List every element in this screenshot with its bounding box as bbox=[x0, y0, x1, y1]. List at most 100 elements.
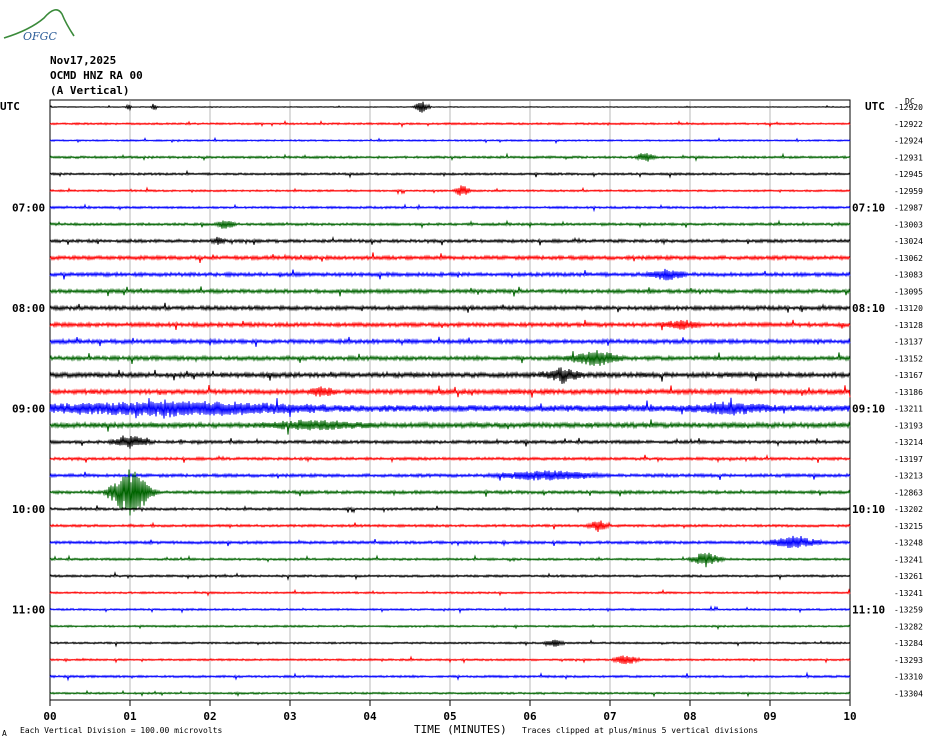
trace-line bbox=[49, 350, 851, 366]
trace-line bbox=[49, 671, 851, 682]
dc-offset-label: -12924 bbox=[894, 137, 923, 146]
trace-line bbox=[49, 520, 851, 532]
scale-note: Each Vertical Division = 100.00 microvol… bbox=[20, 726, 222, 735]
trace-line bbox=[49, 203, 851, 213]
corner-mark: A bbox=[2, 729, 7, 738]
logo-text: OFGC bbox=[23, 30, 57, 43]
dc-offset-label: -13167 bbox=[894, 371, 923, 380]
dc-offset-label: -13213 bbox=[894, 472, 923, 481]
left-hour-label: 09:00 bbox=[12, 403, 45, 416]
dc-offset-label: -13062 bbox=[894, 254, 923, 263]
dc-offset-label: -13152 bbox=[894, 354, 923, 363]
dc-offset-label: -13202 bbox=[894, 505, 923, 514]
trace-line bbox=[49, 286, 851, 297]
trace-line bbox=[49, 505, 851, 514]
trace-line bbox=[49, 454, 851, 464]
trace-line bbox=[49, 535, 851, 548]
dc-offset-label: -13284 bbox=[894, 639, 923, 648]
trace-line bbox=[49, 689, 851, 698]
dc-offset-label: -13003 bbox=[894, 220, 923, 229]
left-hour-label: 07:00 bbox=[12, 202, 45, 215]
left-hour-label: 10:00 bbox=[12, 503, 45, 516]
dc-offset-label: -13193 bbox=[894, 421, 923, 430]
x-axis-label: TIME (MINUTES) bbox=[414, 723, 507, 736]
logo-swoosh-icon bbox=[3, 9, 75, 39]
chart-date: Nov17,2025 bbox=[50, 54, 116, 67]
right-hour-label: 10:10 bbox=[852, 503, 885, 516]
x-axis-ticks: 00 01 02 03 04 05 06 07 08 09 10 bbox=[43, 700, 857, 723]
x-tick-label: 04 bbox=[363, 710, 377, 723]
x-tick-label: 02 bbox=[203, 710, 216, 723]
x-tick-label: 07 bbox=[603, 710, 616, 723]
dc-offset-label: -13024 bbox=[894, 237, 923, 246]
trace-line bbox=[49, 152, 851, 162]
trace-line bbox=[49, 120, 851, 128]
seismic-traces bbox=[49, 101, 851, 698]
right-hour-label: 07:10 bbox=[852, 202, 885, 215]
dc-offset-label: -13186 bbox=[894, 388, 923, 397]
left-timezone: UTC bbox=[0, 100, 20, 113]
dc-offset-label: -12922 bbox=[894, 120, 923, 129]
trace-line bbox=[49, 219, 851, 230]
dc-offset-label: -12959 bbox=[894, 187, 923, 196]
trace-line bbox=[49, 169, 851, 179]
dc-offset-label: -13241 bbox=[894, 589, 923, 598]
left-hour-labels: 07:00 08:00 09:00 10:00 11:00 bbox=[12, 202, 45, 617]
dc-offset-label: -13128 bbox=[894, 321, 923, 330]
trace-line bbox=[49, 185, 851, 196]
x-tick-label: 10 bbox=[843, 710, 856, 723]
dc-offset-label: -13095 bbox=[894, 287, 923, 296]
dc-offset-label: -13259 bbox=[894, 606, 923, 615]
right-hour-label: 09:10 bbox=[852, 403, 885, 416]
x-tick-label: 00 bbox=[43, 710, 56, 723]
dc-column-label: DC bbox=[905, 97, 915, 106]
trace-line bbox=[49, 367, 851, 384]
logo: OFGC bbox=[3, 9, 75, 43]
right-hour-labels: 07:10 08:10 09:10 10:10 11:10 bbox=[852, 202, 885, 617]
right-hour-label: 08:10 bbox=[852, 302, 885, 315]
dc-offset-label: -13248 bbox=[894, 539, 923, 548]
dc-offset-label: -12931 bbox=[894, 153, 923, 162]
trace-line bbox=[49, 235, 851, 246]
trace-line bbox=[49, 319, 851, 331]
trace-line bbox=[49, 470, 851, 481]
trace-line bbox=[49, 639, 851, 648]
station-name: OCMD HNZ RA 00 bbox=[50, 69, 143, 82]
x-tick-label: 08 bbox=[683, 710, 696, 723]
dc-offset-label: -12863 bbox=[894, 488, 923, 497]
dc-offset-label: -13120 bbox=[894, 304, 923, 313]
x-tick-label: 01 bbox=[123, 710, 137, 723]
x-tick-label: 06 bbox=[523, 710, 537, 723]
right-timezone: UTC bbox=[865, 100, 885, 113]
dc-offset-label: -13083 bbox=[894, 271, 923, 280]
trace-line bbox=[49, 397, 851, 419]
trace-line bbox=[49, 435, 851, 449]
trace-line bbox=[49, 623, 851, 631]
trace-line bbox=[49, 336, 851, 347]
dc-offset-label: -13304 bbox=[894, 689, 923, 698]
dc-offset-label: -12920 bbox=[894, 103, 923, 112]
x-tick-label: 03 bbox=[283, 710, 296, 723]
dc-offset-labels: -12920 -12922 -12924 -12931 -12945 -12959 -129… bbox=[894, 103, 923, 698]
trace-line bbox=[49, 552, 851, 568]
trace-line bbox=[49, 302, 851, 313]
trace-line bbox=[49, 101, 851, 113]
dc-offset-label: -13241 bbox=[894, 555, 923, 564]
trace-line bbox=[49, 252, 851, 263]
trace-line bbox=[49, 136, 851, 145]
dc-offset-label: -12987 bbox=[894, 204, 923, 213]
trace-line bbox=[49, 588, 851, 597]
dc-offset-label: -13214 bbox=[894, 438, 923, 447]
left-hour-label: 08:00 bbox=[12, 302, 45, 315]
dc-offset-label: -13215 bbox=[894, 522, 923, 531]
dc-offset-label: -13310 bbox=[894, 673, 923, 682]
trace-line bbox=[49, 571, 851, 582]
component-label: (A Vertical) bbox=[50, 84, 129, 97]
dc-offset-label: -13197 bbox=[894, 455, 923, 464]
right-hour-label: 11:10 bbox=[852, 604, 885, 617]
dc-offset-label: -13293 bbox=[894, 656, 923, 665]
trace-line bbox=[49, 385, 851, 398]
dc-offset-label: -13282 bbox=[894, 622, 923, 631]
left-hour-label: 11:00 bbox=[12, 604, 45, 617]
